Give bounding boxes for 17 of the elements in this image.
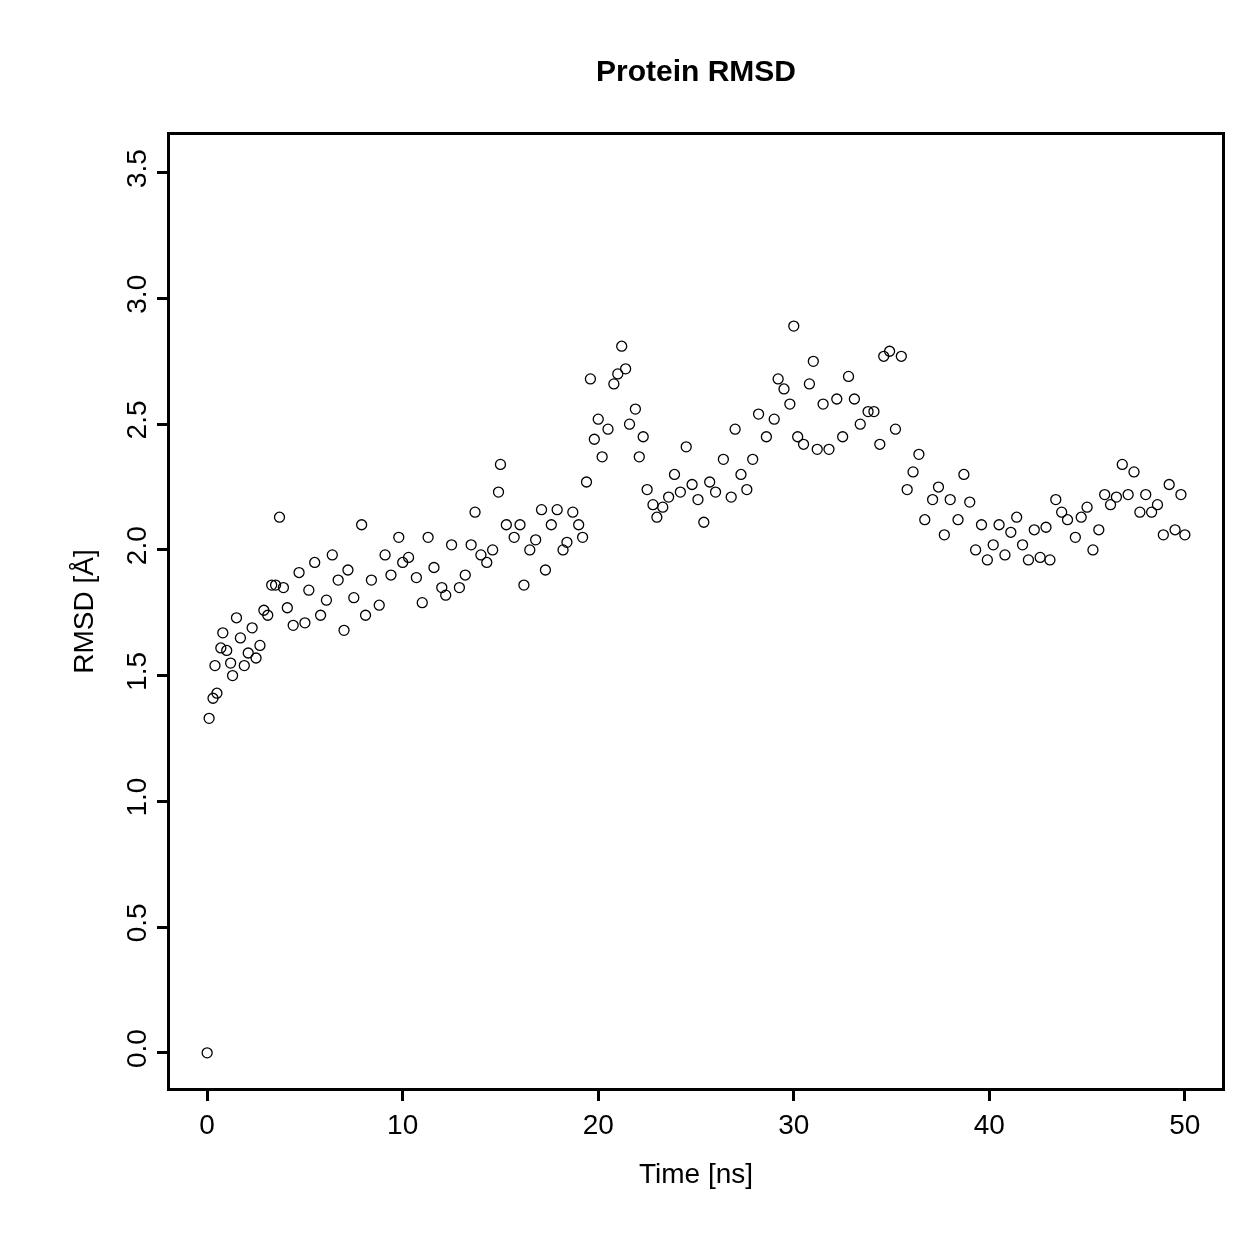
x-tick-label: 10 [387,1109,419,1141]
y-tick-label: 1.5 [121,651,153,691]
y-tick-label: 2.5 [121,400,153,440]
x-tick-label: 30 [778,1109,810,1141]
y-tick-label: 2.0 [121,526,153,566]
y-tick-label: 3.0 [121,274,153,314]
x-tick-label: 40 [973,1109,1005,1141]
x-tick-label: 20 [582,1109,614,1141]
y-tick-label: 3.5 [121,149,153,188]
y-tick-label: 0.0 [121,1029,153,1069]
y-tick-label: 1.0 [121,777,153,817]
chart-title: Protein RMSD [595,53,797,87]
x-axis-title: Time [ns] [638,1158,754,1190]
y-axis-title: RMSD [Å] [67,549,99,674]
x-tick-label: 50 [1169,1109,1201,1141]
x-tick-label: 0 [199,1109,215,1141]
y-tick-label: 0.5 [121,903,153,943]
